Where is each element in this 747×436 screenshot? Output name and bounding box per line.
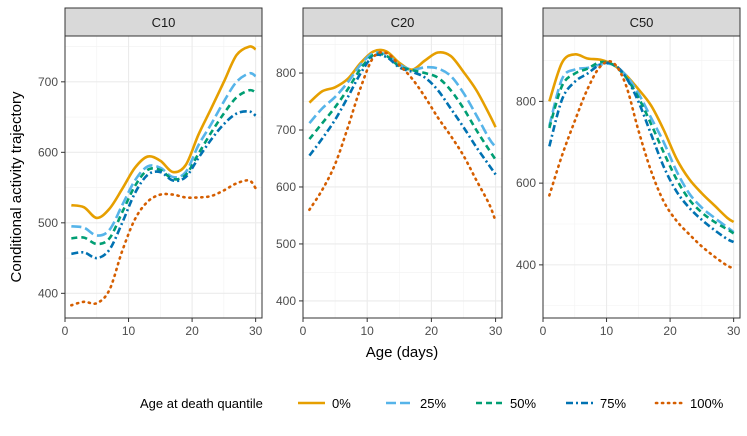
y-tick-label: 600 (276, 180, 296, 194)
legend-item-25pct: 25% (386, 396, 446, 411)
series-line-50pct (548, 60, 735, 235)
y-tick-label: 400 (38, 286, 58, 300)
series-line-100pct (70, 179, 257, 307)
y-tick-label: 700 (38, 75, 58, 89)
series-line-100pct (548, 60, 735, 270)
series-group (308, 48, 497, 223)
gridlines (542, 36, 740, 318)
x-axis-title: Age (days) (366, 344, 439, 361)
legend-item-0pct: 0% (298, 396, 351, 411)
facet-strip-label: C10 (152, 15, 176, 30)
series-line-50pct (71, 88, 257, 246)
axes: 0 10 20 30 400 600 800 (516, 94, 741, 338)
facet-strip-label: C20 (391, 15, 415, 30)
y-tick-label: 400 (276, 294, 296, 308)
series-group (70, 45, 257, 307)
legend: Age at death quantile 0% 25% 50% 75% 100% (140, 396, 724, 411)
x-tick-label: 0 (540, 324, 547, 338)
x-tick-label: 10 (361, 324, 375, 338)
series-line-75pct (71, 110, 257, 260)
gridlines (64, 36, 262, 318)
legend-item-75pct: 75% (566, 396, 626, 411)
x-tick-label: 30 (489, 324, 503, 338)
x-tick-label: 10 (600, 324, 614, 338)
x-tick-label: 20 (425, 324, 439, 338)
legend-title: Age at death quantile (140, 396, 263, 411)
panel-c20: C20 0 10 20 30 400 500 600 700 800 (276, 7, 503, 338)
axes: 0 10 20 30 400 500 600 700 800 (276, 66, 503, 338)
x-tick-label: 0 (62, 324, 69, 338)
x-tick-label: 20 (663, 324, 677, 338)
panel-c50: C50 0 10 20 30 400 600 800 (516, 7, 741, 338)
y-axis-title: Conditional activity trajectory (8, 91, 25, 282)
series-line-100pct (308, 50, 497, 223)
series-line-75pct (548, 61, 735, 244)
series-line-0pct (71, 45, 257, 220)
panel-border (302, 35, 503, 319)
y-tick-label: 600 (516, 176, 536, 190)
legend-label: 75% (600, 396, 626, 411)
facet-strip (64, 7, 263, 37)
panel-border (542, 35, 741, 319)
y-tick-label: 800 (276, 66, 296, 80)
gridlines (302, 36, 502, 318)
x-tick-label: 10 (122, 324, 136, 338)
axes: 0 10 20 30 400 500 600 700 (38, 75, 263, 338)
legend-label: 100% (690, 396, 724, 411)
legend-label: 50% (510, 396, 536, 411)
y-tick-label: 500 (38, 216, 58, 230)
facet-strip (542, 7, 741, 37)
y-tick-label: 400 (516, 258, 536, 272)
legend-item-50pct: 50% (476, 396, 536, 411)
series-group (548, 53, 735, 270)
panel-border (64, 35, 263, 319)
series-line-75pct (308, 53, 497, 176)
legend-label: 25% (420, 396, 446, 411)
series-line-25pct (548, 62, 735, 234)
series-line-25pct (71, 71, 257, 237)
y-tick-label: 500 (276, 237, 296, 251)
legend-label: 0% (332, 396, 351, 411)
y-tick-label: 600 (38, 145, 58, 159)
x-tick-label: 20 (185, 324, 199, 338)
x-tick-label: 30 (727, 324, 741, 338)
panels-layer: C10 0 10 20 30 400 500 600 700 C20 0 10 20 30 400 500 60… (38, 7, 741, 338)
series-line-0pct (548, 53, 735, 224)
facet-strip-label: C50 (630, 15, 654, 30)
legend-item-100pct: 100% (654, 396, 724, 411)
panel-c10: C10 0 10 20 30 400 500 600 700 (38, 7, 263, 338)
facet-strip (302, 7, 503, 37)
legend-items: 0% 25% 50% 75% 100% (298, 396, 724, 411)
y-tick-label: 800 (516, 94, 536, 108)
y-tick-label: 700 (276, 123, 296, 137)
x-tick-label: 0 (300, 324, 307, 338)
x-tick-label: 30 (249, 324, 263, 338)
